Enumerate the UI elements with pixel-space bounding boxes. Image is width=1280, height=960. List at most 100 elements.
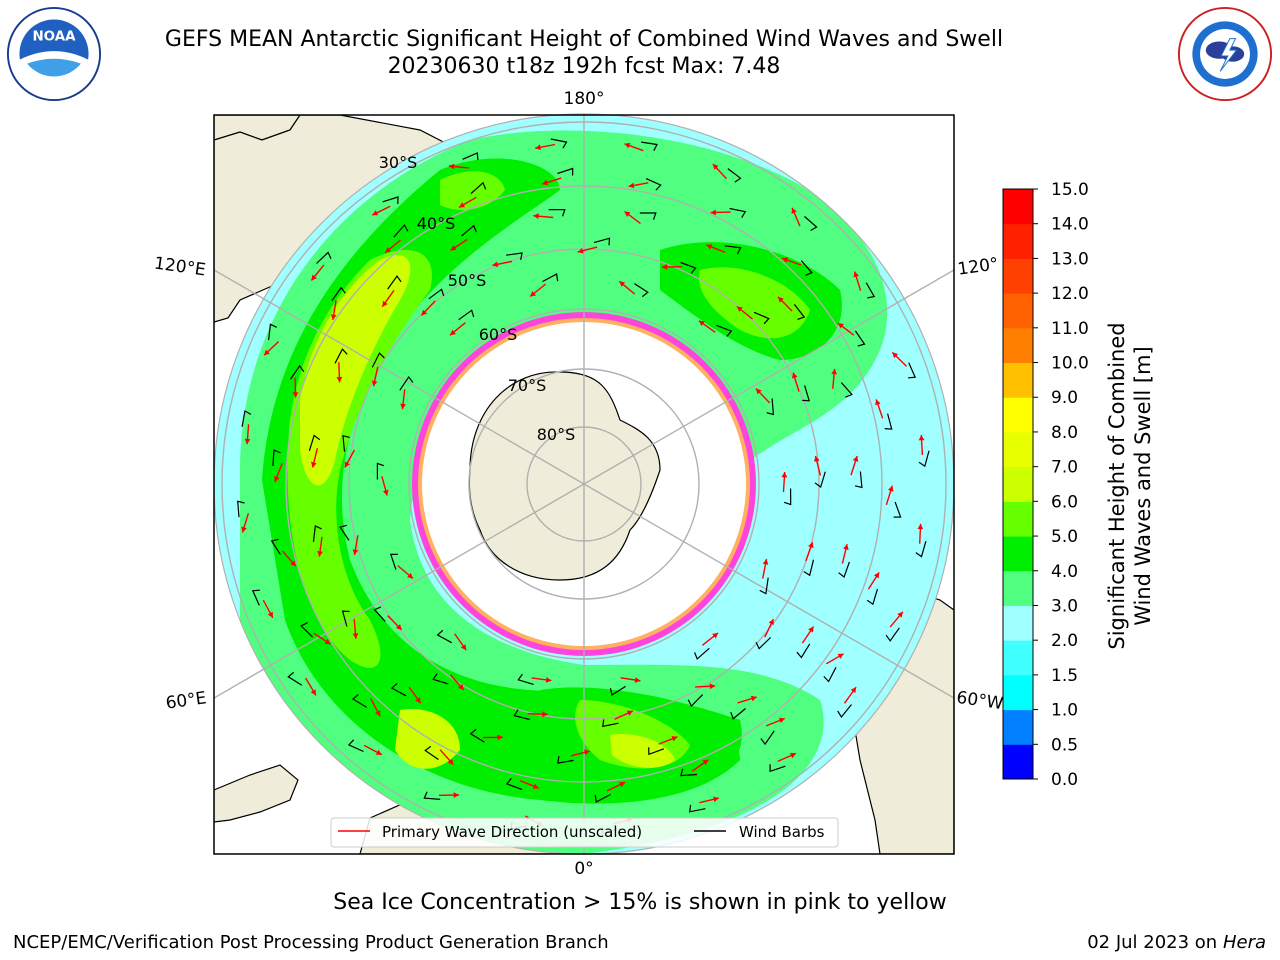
wave-arrow-head bbox=[324, 638, 331, 645]
chart-title: GEFS MEAN Antarctic Significant Height o… bbox=[164, 27, 1004, 52]
wind-barb bbox=[387, 275, 402, 290]
wave-band-6 bbox=[300, 254, 411, 486]
wind-barb bbox=[548, 209, 566, 217]
wave-arrow-head bbox=[706, 244, 713, 250]
wave-arrow-head bbox=[382, 300, 388, 307]
wind-barb bbox=[316, 251, 332, 264]
wave-arrow-head bbox=[577, 248, 584, 254]
lat-label-80s: 80°S bbox=[537, 425, 576, 444]
wave-arrow-head bbox=[532, 783, 539, 789]
wave-arrow-head bbox=[917, 523, 924, 530]
wind-barb bbox=[796, 643, 811, 659]
wind-barb bbox=[840, 382, 853, 398]
map-frame bbox=[213, 114, 955, 855]
wind-barb bbox=[680, 768, 697, 777]
wave-arrow-head bbox=[584, 749, 590, 756]
wind-barb bbox=[300, 622, 314, 638]
wind-barb bbox=[251, 589, 260, 606]
wind-barb bbox=[469, 728, 485, 743]
wind-barb bbox=[688, 804, 706, 813]
wave-arrow-head bbox=[792, 372, 798, 379]
wave-arrow-head bbox=[274, 476, 280, 482]
lon-label-180: 180° bbox=[564, 89, 605, 109]
wave-arrow-head bbox=[892, 352, 899, 359]
wave-arrow-head bbox=[698, 320, 705, 327]
colorbar-segment bbox=[1003, 258, 1033, 294]
wave-arrow-head bbox=[290, 560, 296, 567]
wave-arrow-head bbox=[372, 210, 379, 216]
wave-arrow-head bbox=[533, 213, 539, 219]
wave-arrow-head bbox=[450, 245, 457, 251]
wind-barb bbox=[687, 694, 704, 708]
wind-barb bbox=[390, 682, 407, 697]
wind-barb bbox=[759, 577, 769, 595]
wave-arrows bbox=[241, 142, 925, 827]
wind-barb bbox=[915, 541, 927, 558]
wave-arrow-head bbox=[310, 689, 316, 696]
wind-barb bbox=[755, 637, 772, 650]
wind-barb bbox=[237, 500, 245, 518]
colorbar-segment bbox=[1003, 536, 1033, 572]
wave-arrow-head bbox=[530, 291, 536, 297]
wave-arrow-head bbox=[383, 489, 389, 496]
wave-arrow-head bbox=[241, 526, 247, 533]
colorbar-tick-label: 4.0 bbox=[1051, 562, 1078, 582]
wind-barb bbox=[268, 323, 277, 341]
wind-barb bbox=[793, 304, 806, 320]
wave-arrow-head bbox=[447, 758, 454, 765]
wind-barb bbox=[823, 667, 837, 683]
lat-label-70s: 70°S bbox=[508, 376, 547, 395]
wave-arrow-head bbox=[768, 619, 774, 625]
wave-arrow-head bbox=[244, 438, 251, 445]
wind-barb bbox=[241, 410, 252, 427]
wind-barb bbox=[376, 462, 385, 480]
wind-barb bbox=[462, 152, 479, 161]
wind-barb bbox=[716, 324, 733, 337]
wave-arrow-head bbox=[336, 376, 343, 383]
wave-arrow-head bbox=[873, 572, 880, 579]
wind-barb bbox=[694, 647, 710, 660]
wind-barb bbox=[602, 719, 619, 728]
colorbar-tick-label: 12.0 bbox=[1051, 284, 1089, 304]
wind-barb bbox=[458, 309, 475, 321]
colorbar-label-line2: Wind Waves and Swell [m] bbox=[1131, 346, 1155, 626]
wave-arrow-head bbox=[535, 144, 541, 151]
wave-arrow-head bbox=[267, 611, 273, 618]
wind-barb bbox=[866, 588, 879, 606]
wave-arrow-head bbox=[619, 281, 626, 287]
wind-barb bbox=[347, 739, 364, 753]
lon-label-0: 0° bbox=[574, 859, 593, 879]
wind-barb bbox=[918, 450, 930, 468]
wind-barb bbox=[760, 730, 775, 746]
wave-arrow-head bbox=[619, 782, 626, 788]
wave-arrow-head bbox=[352, 549, 359, 555]
wind-barb bbox=[766, 398, 775, 416]
wave-arrow-head bbox=[264, 349, 270, 356]
lat-label-40s: 40°S bbox=[417, 214, 456, 233]
wave-arrow-head bbox=[317, 551, 323, 557]
wind-barb bbox=[461, 224, 477, 237]
wave-arrow-head bbox=[352, 633, 359, 639]
wind-barb bbox=[339, 524, 350, 541]
wind-barb bbox=[884, 413, 893, 430]
wave-arrow-head bbox=[400, 403, 406, 410]
wind-barb bbox=[885, 627, 900, 642]
wave-arrow-head bbox=[415, 697, 421, 704]
wave-arrow-head bbox=[843, 544, 849, 550]
wind-barb bbox=[373, 606, 386, 622]
wind-barb bbox=[804, 216, 818, 232]
wave-arrow-head bbox=[460, 644, 467, 651]
wave-arrow-head bbox=[814, 456, 820, 462]
colorbar-segment bbox=[1003, 397, 1033, 433]
wave-arrow-head bbox=[628, 182, 635, 189]
wind-barb bbox=[342, 435, 350, 452]
wind-barb bbox=[505, 778, 523, 790]
wind-barb bbox=[803, 559, 815, 577]
wave-arrow-head bbox=[671, 736, 678, 742]
colorbar-segment bbox=[1003, 223, 1033, 259]
wave-arrow-head bbox=[837, 323, 844, 329]
wave-arrow-head bbox=[755, 388, 762, 395]
colorbar-tick-label: 14.0 bbox=[1051, 215, 1089, 235]
colorbar-segment bbox=[1003, 570, 1033, 606]
wave-arrow-head bbox=[371, 380, 378, 387]
